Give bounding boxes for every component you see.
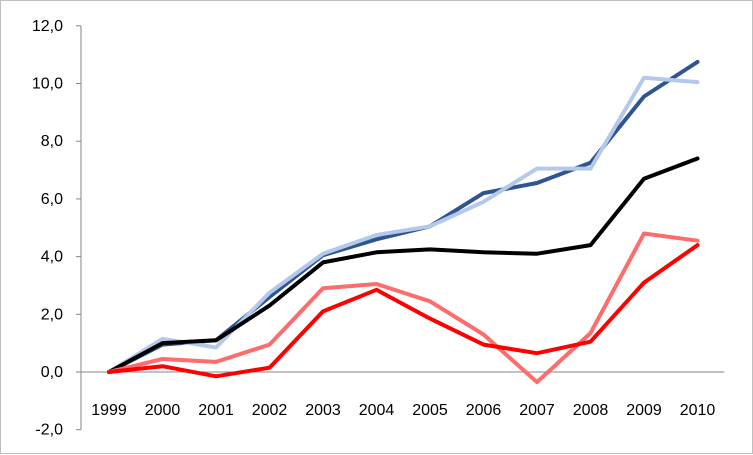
- y-tick-label: 0,0: [41, 364, 63, 381]
- series-lines: [107, 59, 700, 385]
- y-axis-ticks: [76, 25, 81, 431]
- x-tick-label: 2009: [626, 402, 662, 419]
- x-axis-tick-labels: 1999 2000 2001 2002 2003 2004 2005 2006 2007 2008…: [91, 402, 715, 419]
- y-tick-label: 8,0: [41, 133, 63, 150]
- x-tick-label: 2003: [305, 402, 341, 419]
- y-axis-tick-labels: -2,0 0,0 2,0 4,0 6,0 8,0 10,0 12,0: [32, 18, 63, 439]
- y-tick-label: -2,0: [35, 422, 63, 439]
- x-tick-label: 1999: [91, 402, 127, 419]
- x-tick-label: 2010: [680, 402, 716, 419]
- x-tick-label: 2005: [412, 402, 448, 419]
- y-tick-label: 10,0: [32, 76, 63, 93]
- series-line-2: [107, 75, 700, 374]
- y-tick-label: 4,0: [41, 249, 63, 266]
- x-tick-label: 2008: [573, 402, 609, 419]
- x-tick-label: 2004: [359, 402, 395, 419]
- x-tick-label: 2001: [198, 402, 234, 419]
- x-tick-label: 2002: [252, 402, 288, 419]
- y-tick-label: 2,0: [41, 306, 63, 323]
- y-tick-label: 12,0: [32, 18, 63, 35]
- series-line-1: [107, 59, 700, 374]
- x-tick-label: 2007: [519, 402, 555, 419]
- series-line-4: [107, 231, 700, 385]
- y-tick-label: 6,0: [41, 191, 63, 208]
- series-line-5: [107, 243, 700, 379]
- x-tick-label: 2000: [145, 402, 181, 419]
- series-line-3: [107, 156, 700, 374]
- x-tick-label: 2006: [466, 402, 502, 419]
